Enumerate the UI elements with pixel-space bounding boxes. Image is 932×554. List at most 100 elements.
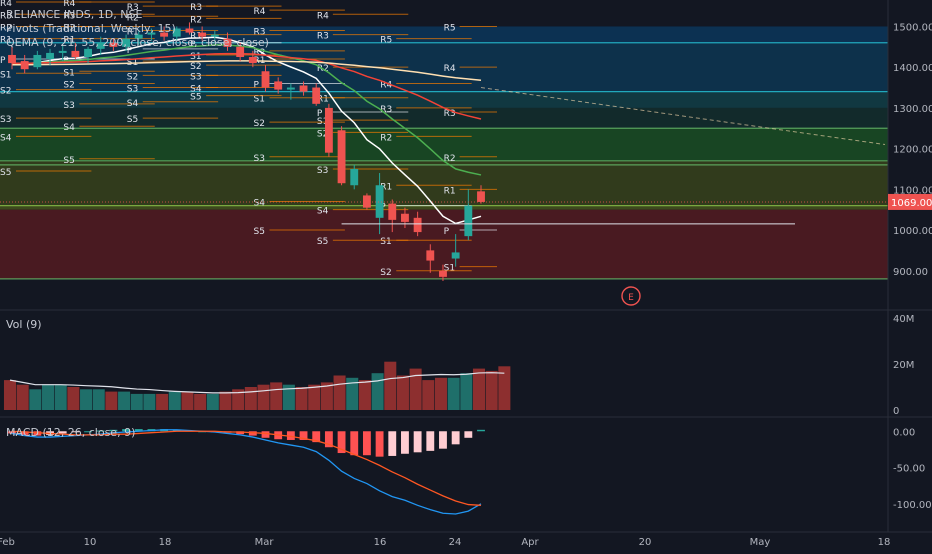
pivot-label-s3: S3 (254, 154, 265, 164)
candle-body (8, 54, 16, 64)
ema-legend[interactable]: QEMA (9, 21, 55, 200, close, close, clos… (6, 36, 269, 49)
time-axis-tick: 18 (159, 537, 172, 548)
volume-axis-tick: 0 (893, 406, 899, 417)
pivot-label-r1: R1 (380, 182, 392, 192)
volume-bar (105, 391, 118, 410)
macd-axis-tick: -100.00 (893, 500, 932, 511)
pivot-label-r4: R4 (317, 11, 329, 21)
macd-histogram-bar (477, 429, 485, 432)
pivot-label-s2: S2 (317, 129, 328, 139)
pivot-label-r3: R3 (0, 11, 12, 21)
time-axis-tick: May (750, 537, 771, 548)
pivot-label-s1: S1 (0, 70, 11, 80)
volume-ma-line (9, 372, 505, 394)
macd-histogram-bar (109, 429, 118, 432)
candle-body (20, 61, 29, 70)
pivot-label-p: P (190, 40, 196, 50)
pivot-label-s2: S2 (0, 87, 11, 97)
candle-body (134, 34, 143, 39)
macd-histogram-bar (122, 429, 131, 432)
macd-legend-text[interactable]: MACD (12, 26, close, 9) (6, 426, 136, 439)
volume-bar (3, 380, 17, 410)
ema21-line (11, 44, 482, 176)
pivot-label-s2: S2 (190, 62, 201, 72)
pivot-label-s3: S3 (190, 72, 201, 82)
pivot-label-s2: S2 (254, 119, 265, 129)
pivot-label-r1: R1 (317, 95, 329, 105)
volume-bar (409, 368, 422, 410)
candle-body (84, 48, 92, 57)
volume-bar (168, 391, 181, 410)
pivot-label-s3: S3 (317, 166, 328, 176)
ema200-projection-line (480, 87, 886, 146)
candle-body (185, 28, 194, 33)
volume-bar (80, 389, 93, 410)
time-axis-tick: 20 (639, 537, 652, 548)
macd-histogram-bar (20, 431, 29, 435)
candle-body (223, 38, 232, 47)
pivot-label-r4: R4 (444, 64, 456, 74)
pivot-label-r3: R3 (380, 105, 392, 115)
pivot-label-s1: S1 (254, 95, 265, 105)
pivot-label-p: P (254, 80, 260, 90)
pivot-label-s3: S3 (0, 115, 11, 125)
pivot-label-r3: R3 (444, 109, 456, 119)
pivot-label-s4: S4 (254, 199, 266, 209)
candle-body (324, 107, 333, 153)
candle-body (261, 71, 270, 88)
volume-axis-tick: 20M (893, 360, 914, 371)
candle-body (464, 205, 473, 237)
macd-histogram-bar (350, 431, 359, 456)
macd-histogram-bar (71, 431, 80, 433)
ema200-line (11, 60, 482, 81)
volume-bar (67, 387, 80, 410)
pivot-zone-band (0, 160, 888, 206)
macd-histogram-bar (8, 431, 16, 434)
candle-body (426, 250, 435, 261)
pivot-label-p: P (127, 46, 133, 56)
pivot-label-s3: S3 (63, 101, 74, 111)
price-axis-tick: 1500.00 (893, 22, 932, 33)
volume-bar (295, 387, 308, 410)
pivot-label-s5: S5 (0, 168, 11, 178)
volume-bar (194, 393, 207, 410)
price-legend: RELIANCE INDS, 1D, NSE Pivots (Tradition… (6, 8, 269, 50)
pivot-label-r3: R3 (317, 32, 329, 42)
candle-body (439, 270, 447, 277)
pivot-label-s2: S2 (127, 72, 138, 82)
pivot-zone-band (0, 128, 888, 161)
pivot-label-r4: R4 (63, 0, 75, 9)
volume-axis-tick: 40M (893, 314, 914, 325)
symbol-legend[interactable]: RELIANCE INDS, 1D, NSE (6, 8, 143, 21)
pivot-label-r5: R5 (444, 23, 456, 33)
pivot-label-s3: S3 (127, 85, 138, 95)
time-axis-tick: Feb (0, 537, 15, 548)
pivot-label-s4: S4 (63, 123, 75, 133)
event-marker (621, 286, 641, 306)
time-axis-tick: Apr (521, 537, 539, 548)
macd-histogram-bar (312, 431, 321, 443)
volume-legend-text[interactable]: Vol (9) (6, 318, 42, 331)
macd-histogram-bar (426, 431, 435, 451)
candle-body (122, 38, 131, 47)
pivot-label-s4: S4 (0, 133, 12, 143)
pivot-label-r1: R1 (190, 32, 202, 42)
pivot-label-s1: S1 (190, 52, 201, 62)
candle-body (160, 32, 169, 37)
volume-bar (472, 368, 486, 410)
pivot-label-s5: S5 (254, 227, 265, 237)
volume-bar (396, 375, 409, 410)
macd-histogram-bar (134, 429, 143, 432)
pivot-label-r2: R2 (190, 15, 202, 25)
pivot-label-s4: S4 (190, 85, 202, 95)
volume-bar (16, 384, 29, 410)
pivots-legend[interactable]: Pivots (Traditional, Weekly, 15) (6, 22, 176, 35)
pivot-label-r2: R2 (444, 154, 456, 164)
candle-body (286, 87, 295, 90)
pivot-zone-band (0, 107, 888, 129)
macd-histogram-bar (248, 431, 257, 436)
candle-body (337, 130, 346, 184)
last-price-badge (888, 193, 932, 210)
pivot-label-r2: R2 (63, 23, 75, 33)
